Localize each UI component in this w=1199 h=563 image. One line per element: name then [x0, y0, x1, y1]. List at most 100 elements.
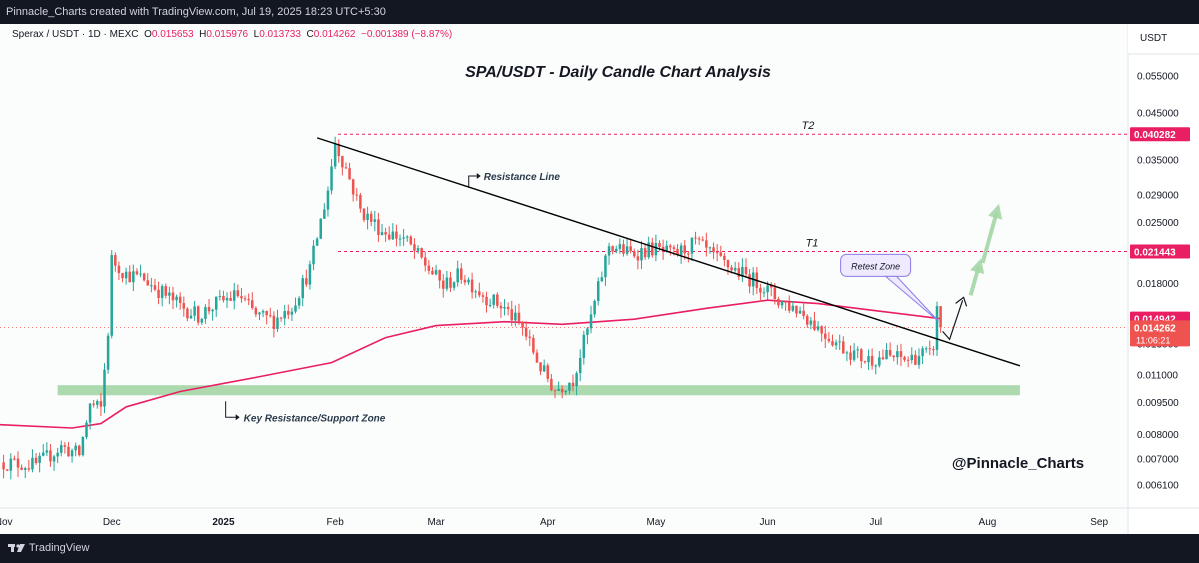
candle-body — [460, 268, 463, 280]
candle-body — [478, 291, 481, 296]
candle-body — [568, 382, 571, 391]
candle-body — [431, 270, 434, 275]
candle-body — [896, 351, 899, 358]
candle-body — [748, 274, 751, 287]
symbol-name[interactable]: Sperax / USDT · 1D · MEXC — [12, 29, 139, 40]
candle-body — [395, 231, 398, 239]
candle-body — [683, 245, 686, 254]
tradingview-footer: TradingView — [0, 534, 1199, 563]
candle-body — [935, 306, 939, 350]
candle-body — [834, 342, 838, 346]
candle-body — [103, 369, 106, 407]
candle-body — [863, 361, 867, 363]
candle-body — [654, 243, 658, 256]
candle-body — [787, 302, 791, 311]
candle-body — [496, 294, 499, 306]
candle-body — [175, 296, 178, 301]
time-tick-label: Sep — [1090, 517, 1108, 528]
tradingview-logo-icon[interactable] — [8, 534, 26, 563]
candle-body — [669, 245, 672, 248]
candle-body — [182, 303, 186, 309]
candle-body — [38, 455, 41, 463]
candle-body — [481, 295, 485, 297]
tradingview-brand: TradingView — [28, 542, 90, 554]
price-tick-label: 0.008000 — [1137, 430, 1179, 441]
candle-body — [258, 312, 261, 315]
candle-body — [661, 246, 665, 252]
trendline-layer: Resistance Line — [316, 137, 1021, 367]
candle-body — [445, 277, 449, 289]
candle-body — [272, 315, 276, 329]
chart-area[interactable] — [0, 24, 1199, 534]
candle-body — [474, 291, 477, 293]
price-axis-panel[interactable] — [1128, 24, 1199, 534]
candle-body — [23, 468, 27, 470]
candle-body — [132, 271, 135, 283]
candle-body — [207, 307, 211, 312]
candle-body — [611, 246, 614, 252]
candle-body — [114, 255, 117, 266]
candle-body — [344, 167, 348, 169]
candle-body — [824, 333, 827, 339]
candle-chart[interactable]: USDT Key Resistance/Support Zone T2 T1 Re… — [0, 24, 1199, 534]
candle-body — [712, 247, 715, 253]
candle-body — [139, 273, 142, 275]
candle-body — [67, 446, 70, 457]
candle-body — [142, 273, 146, 281]
time-tick-label: Mar — [427, 517, 445, 528]
time-tick-label: Aug — [979, 517, 997, 528]
change-value: −0.001389 (−8.87%) — [361, 29, 453, 40]
candle-body — [391, 231, 395, 240]
candle-body — [596, 281, 600, 301]
candle-body — [805, 315, 809, 325]
candle-body — [254, 308, 258, 315]
moving-average-line — [0, 299, 941, 429]
candle-body — [63, 445, 67, 447]
candle-body — [92, 403, 95, 405]
target-level-label: T2 — [802, 120, 815, 132]
candle-body — [705, 240, 708, 248]
candle-body — [730, 267, 733, 271]
candle-body — [438, 270, 441, 281]
candle-body — [333, 144, 337, 167]
candle-body — [676, 248, 679, 256]
price-axis-badge-text: 0.021443 — [1134, 247, 1176, 258]
candle-body — [849, 352, 852, 360]
candle-body — [715, 252, 719, 254]
candle-body — [550, 378, 553, 391]
candle-body — [31, 457, 34, 470]
price-tick-label: 0.007000 — [1137, 455, 1179, 466]
candle-body — [892, 355, 896, 358]
candle-body — [45, 450, 49, 453]
candle-body — [708, 247, 712, 249]
candle-body — [856, 349, 859, 351]
candle-body — [442, 280, 445, 289]
candle-body — [888, 349, 892, 356]
candle-body — [816, 326, 820, 330]
price-tick-label: 0.029000 — [1137, 190, 1179, 201]
candle-body — [622, 244, 625, 254]
candle-body — [633, 251, 636, 257]
candle-body — [276, 317, 279, 329]
candle-body — [499, 305, 503, 309]
candle-body — [539, 362, 542, 372]
candle-body — [168, 292, 171, 296]
candle-body — [517, 312, 521, 322]
candle-body — [305, 278, 308, 285]
time-tick-label: Nov — [0, 517, 13, 528]
candles-layer — [2, 136, 942, 480]
price-tick-label: 0.009500 — [1137, 398, 1179, 409]
candle-body — [240, 296, 243, 299]
candle-body — [326, 190, 330, 210]
candle-body — [88, 403, 92, 423]
candle-body — [759, 287, 762, 293]
candle-body — [488, 304, 492, 306]
candle-body — [204, 307, 207, 319]
candle-body — [932, 349, 935, 351]
candle-body — [777, 298, 780, 306]
candle-body — [121, 273, 124, 279]
retest-callout-pointer — [884, 275, 939, 322]
candle-body — [881, 357, 885, 360]
candle-body — [658, 243, 661, 247]
high-value: 0.015976 — [206, 29, 249, 40]
